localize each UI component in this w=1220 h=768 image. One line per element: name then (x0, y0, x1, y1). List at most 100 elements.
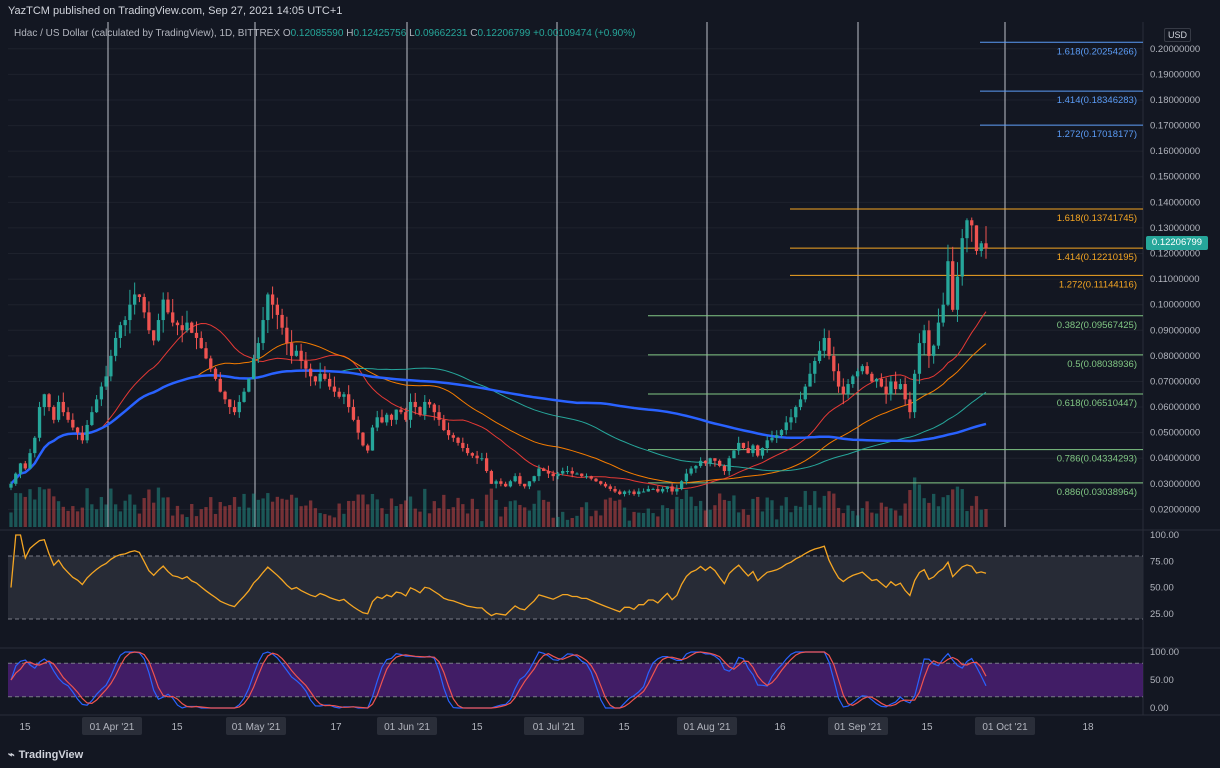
price-tick-label: 0.18000000 (1150, 95, 1200, 106)
time-label-bg (975, 717, 1035, 735)
price-tick-label: 0.12000000 (1150, 249, 1200, 260)
high-value: 0.12425756 (353, 28, 407, 39)
volume-bar (703, 510, 708, 527)
volume-bar (917, 484, 922, 527)
volume-bar (965, 511, 969, 527)
volume-bar (718, 493, 722, 527)
volume-bar (228, 505, 232, 527)
candle-body (646, 488, 650, 492)
candle-body (446, 430, 451, 436)
candle-body (832, 355, 836, 372)
volume-bar (427, 513, 432, 527)
fib-level-label: 1.414(0.18346283) (1057, 95, 1137, 106)
candle-body (480, 458, 484, 460)
volume-bar (118, 511, 123, 527)
high-label: H (346, 28, 354, 39)
volume-bar (846, 505, 850, 527)
candle-body (237, 401, 241, 413)
volume-bar (399, 504, 403, 527)
candle-body (499, 481, 503, 484)
volume-bar (142, 498, 146, 527)
volume-bar (827, 491, 831, 527)
volume-bar (851, 510, 855, 527)
price-tick-label: 0.07000000 (1150, 376, 1200, 387)
price-tick-label: 0.16000000 (1150, 146, 1200, 157)
fib-level-label: 1.618(0.20254266) (1057, 46, 1137, 57)
tradingview-logo[interactable]: ⌁ TradingView (8, 749, 84, 761)
volume-bar (741, 509, 746, 527)
candle-body (413, 401, 417, 408)
volume-bar (499, 516, 503, 527)
candle-body (637, 491, 641, 495)
candle-body (266, 294, 270, 321)
volume-bar (166, 497, 170, 527)
time-label-bg (377, 717, 437, 735)
volume-bar (903, 503, 907, 527)
candle-body (209, 358, 213, 369)
volume-bars (9, 477, 988, 527)
price-tick-label: 0.08000000 (1150, 351, 1200, 362)
volume-bar (803, 490, 807, 527)
candle-body (561, 471, 565, 474)
candle-body (399, 409, 403, 413)
price-tick-label: 0.14000000 (1150, 197, 1200, 208)
volume-bar (323, 514, 327, 527)
close-label: C (470, 28, 478, 39)
rsi-tick-label: 75.00 (1150, 556, 1174, 567)
candle-body (865, 366, 869, 374)
volume-bar (475, 509, 479, 527)
volume-bar (836, 507, 841, 527)
candle-body (171, 312, 175, 323)
candle-body (427, 401, 432, 405)
candle-body (461, 442, 465, 448)
candle-body (42, 394, 46, 408)
volume-bar (261, 498, 265, 527)
volume-bar (737, 512, 741, 527)
volume-bar (266, 493, 270, 527)
candle-body (180, 325, 184, 331)
candle-body (432, 404, 436, 413)
candle-body (841, 386, 845, 395)
candle-body (256, 343, 260, 359)
candle-body (213, 368, 218, 379)
publish-bar: YazTCM published on TradingView.com, Sep… (0, 0, 1220, 22)
volume-bar (75, 511, 80, 527)
candle-body (584, 476, 589, 478)
candle-body (589, 476, 593, 479)
volume-bar (52, 496, 56, 527)
volume-bar (109, 488, 113, 527)
currency-button[interactable]: USD (1164, 28, 1192, 42)
candle-body (813, 360, 817, 374)
candle-body (199, 337, 203, 349)
volume-bar (789, 512, 793, 527)
price-axis: 0.02000000 0.03000000 0.04000000 0.05000000… (1150, 44, 1200, 516)
candle-body (99, 386, 104, 400)
volume-bar (213, 513, 218, 527)
candle-body (751, 445, 755, 454)
stoch-tick-label: 0.00 (1150, 703, 1169, 714)
candle-body (351, 407, 356, 420)
candle-body (955, 276, 960, 310)
candle-body (394, 409, 398, 420)
candle-body (893, 381, 898, 390)
time-tick-label: 01 Aug '21 (684, 722, 731, 733)
volume-bar (18, 493, 23, 527)
candle-body (23, 463, 27, 469)
candle-body (684, 473, 689, 482)
candle-body (113, 337, 118, 356)
price-chart[interactable]: 1.618(0.20254266) 1.414(0.18346283) 1.272(… (0, 0, 1220, 740)
volume-bar (71, 506, 75, 527)
candle-body (465, 447, 470, 454)
candle-body (66, 412, 70, 420)
volume-bar (66, 510, 70, 527)
candle-body (194, 332, 199, 338)
volume-bar (9, 512, 13, 527)
candle-body (884, 386, 888, 395)
volume-bar (798, 506, 803, 527)
volume-bar (432, 501, 436, 527)
volume-bar (936, 506, 941, 527)
volume-bar (133, 504, 137, 527)
rsi-tick-label: 25.00 (1150, 609, 1174, 620)
rsi-tick-label: 100.00 (1150, 530, 1179, 541)
volume-bar (204, 507, 208, 527)
